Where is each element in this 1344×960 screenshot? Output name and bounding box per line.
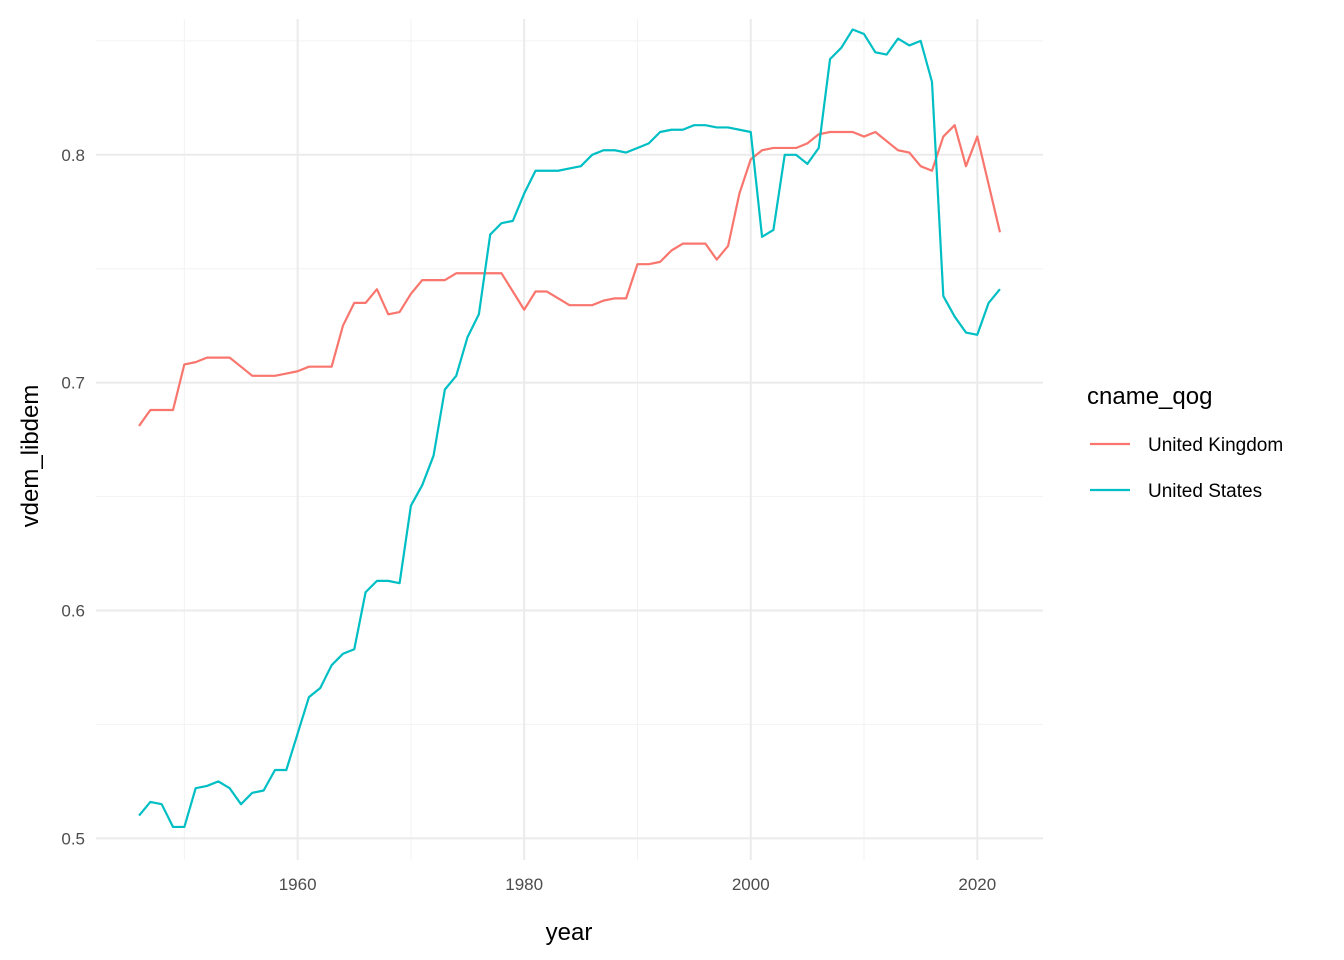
- x-axis-title: year: [546, 919, 593, 946]
- y-tick-label: 0.6: [61, 602, 85, 621]
- legend-title: cname_qog: [1087, 383, 1212, 410]
- legend-label-united-kingdom: United Kingdom: [1148, 435, 1283, 456]
- x-tick-label: 1960: [279, 875, 317, 894]
- x-tick-label: 1980: [505, 875, 543, 894]
- legend: cname_qog United Kingdom United States: [1087, 383, 1283, 502]
- series-line-united-states: [138, 28, 1001, 829]
- y-axis-ticks: 0.5 0.6 0.7 0.8: [61, 146, 85, 849]
- x-tick-label: 2000: [732, 875, 770, 894]
- x-axis-ticks: 1960 1980 2000 2020: [279, 875, 996, 894]
- y-tick-label: 0.7: [61, 374, 85, 393]
- y-tick-label: 0.8: [61, 146, 85, 165]
- major-gridlines: [96, 19, 1043, 860]
- x-tick-label: 2020: [958, 875, 996, 894]
- legend-label-united-states: United States: [1148, 481, 1262, 502]
- minor-gridlines: [96, 19, 1043, 860]
- y-axis-title: vdem_libdem: [17, 385, 44, 528]
- series-lines: [138, 28, 1002, 829]
- y-tick-label: 0.5: [61, 829, 85, 848]
- legend-items: United Kingdom United States: [1090, 435, 1283, 502]
- series-line-united-kingdom: [138, 124, 1002, 427]
